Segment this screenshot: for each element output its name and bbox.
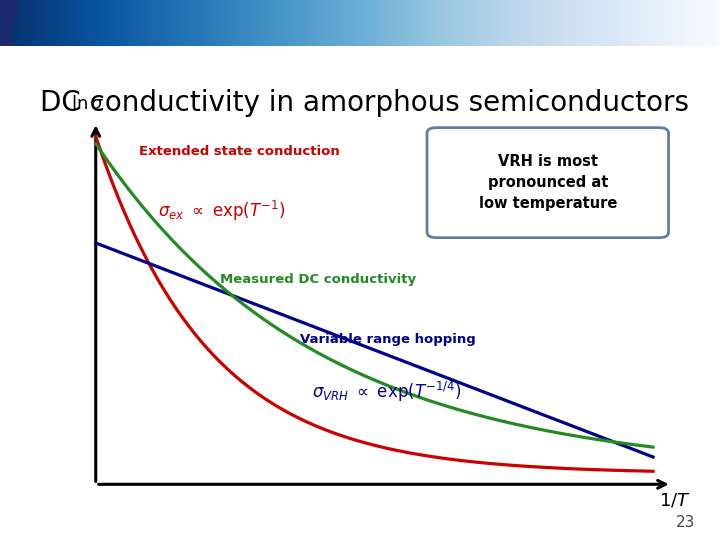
FancyBboxPatch shape bbox=[427, 127, 669, 238]
Bar bbox=[0, 0, 16, 21]
Text: $1/T$: $1/T$ bbox=[659, 491, 690, 509]
Text: 23: 23 bbox=[675, 515, 695, 530]
Text: VRH is most
pronounced at
low temperature: VRH is most pronounced at low temperatur… bbox=[479, 154, 617, 211]
Text: Extended state conduction: Extended state conduction bbox=[139, 145, 340, 158]
Text: ln$\,\sigma$: ln$\,\sigma$ bbox=[71, 96, 104, 113]
Text: Variable range hopping: Variable range hopping bbox=[300, 333, 476, 346]
Text: $\sigma_{VRH}\ \propto\ \exp\!\left(T^{-1/4}\right)$: $\sigma_{VRH}\ \propto\ \exp\!\left(T^{-… bbox=[312, 380, 462, 404]
Text: $\sigma_{ex}\ \propto\ \exp\!\left(T^{-1}\right)$: $\sigma_{ex}\ \propto\ \exp\!\left(T^{-1… bbox=[158, 199, 285, 223]
Text: Measured DC conductivity: Measured DC conductivity bbox=[220, 273, 415, 286]
Text: DC conductivity in amorphous semiconductors: DC conductivity in amorphous semiconduct… bbox=[40, 89, 688, 117]
Bar bbox=[0, 23, 12, 46]
